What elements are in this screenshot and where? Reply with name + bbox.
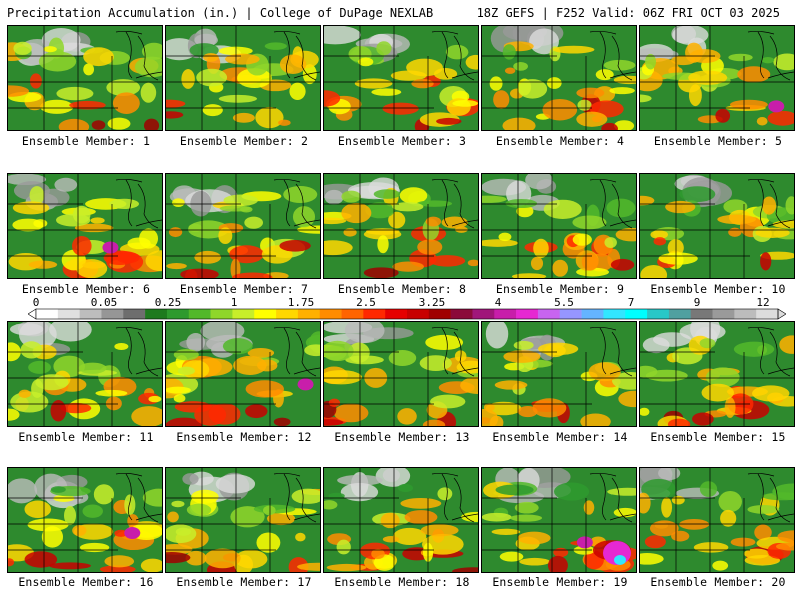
colorbar-swatch	[36, 309, 59, 319]
ensemble-member-map-14	[481, 321, 637, 427]
ensemble-member-map-15	[639, 321, 795, 427]
colorbar-swatch	[145, 309, 168, 319]
ensemble-member-map-7	[165, 173, 321, 279]
colorbar-swatch	[254, 309, 277, 319]
ensemble-member-map-10	[639, 173, 795, 279]
colorbar-min-arrow	[28, 308, 37, 320]
colorbar-max-arrow	[777, 308, 786, 320]
ensemble-member-label-18: Ensemble Member: 18	[334, 575, 470, 589]
colorbar-swatch	[494, 309, 517, 319]
colorbar-swatch	[276, 309, 299, 319]
ensemble-member-label-4: Ensemble Member: 4	[495, 134, 625, 148]
ensemble-member-label-5: Ensemble Member: 5	[653, 134, 783, 148]
colorbar-swatch	[297, 309, 321, 319]
colorbar-swatch	[712, 309, 735, 319]
ensemble-member-map-3	[323, 25, 479, 131]
colorbar-swatch	[428, 309, 451, 319]
ensemble-member-label-11: Ensemble Member: 11	[18, 430, 154, 444]
ensemble-member-label-17: Ensemble Member: 17	[176, 575, 312, 589]
colorbar-swatch	[581, 309, 604, 319]
colorbar-tick-label: 1.75	[287, 296, 315, 309]
colorbar-swatch	[319, 309, 342, 319]
ensemble-member-label-2: Ensemble Member: 2	[179, 134, 309, 148]
colorbar-tick-label: 7	[627, 296, 635, 309]
colorbar-tick-label: 4	[494, 296, 502, 309]
colorbar-swatch	[210, 309, 233, 319]
ensemble-member-label-12: Ensemble Member: 12	[176, 430, 312, 444]
ensemble-member-map-17	[165, 467, 321, 573]
colorbar-swatch	[123, 309, 146, 319]
ensemble-member-label-14: Ensemble Member: 14	[492, 430, 628, 444]
colorbar-swatch	[79, 309, 102, 319]
colorbar-swatch	[188, 309, 211, 319]
colorbar-tick-label: 2.5	[356, 296, 376, 309]
ensemble-member-map-5	[639, 25, 795, 131]
colorbar-swatch	[407, 309, 430, 319]
colorbar-tick-label: 3.25	[418, 296, 446, 309]
ensemble-member-map-12	[165, 321, 321, 427]
ensemble-member-map-1	[7, 25, 163, 131]
ensemble-member-map-20	[639, 467, 795, 573]
ensemble-member-label-20: Ensemble Member: 20	[650, 575, 786, 589]
ensemble-member-label-9: Ensemble Member: 9	[495, 282, 625, 296]
page-title: Precipitation Accumulation (in.) | Colle…	[7, 6, 434, 20]
colorbar-swatch	[341, 309, 364, 319]
colorbar-swatch	[385, 309, 408, 319]
colorbar-swatch	[450, 309, 473, 319]
ensemble-member-label-8: Ensemble Member: 8	[337, 282, 467, 296]
colorbar-swatch	[516, 309, 539, 319]
ensemble-member-map-9	[481, 173, 637, 279]
precip-colorbar	[28, 308, 786, 320]
ensemble-member-label-10: Ensemble Member: 10	[650, 282, 786, 296]
colorbar-swatch	[363, 309, 386, 319]
ensemble-member-label-7: Ensemble Member: 7	[179, 282, 309, 296]
ensemble-member-map-4	[481, 25, 637, 131]
ensemble-member-label-6: Ensemble Member: 6	[21, 282, 151, 296]
colorbar-swatch	[232, 309, 255, 319]
colorbar-swatch	[734, 309, 757, 319]
colorbar-tick-label: 1	[230, 296, 238, 309]
ensemble-member-label-1: Ensemble Member: 1	[21, 134, 151, 148]
colorbar-tick-label: 9	[693, 296, 701, 309]
ensemble-member-map-16	[7, 467, 163, 573]
ensemble-member-label-16: Ensemble Member: 16	[18, 575, 154, 589]
colorbar-tick-label: 0	[32, 296, 40, 309]
colorbar-swatch	[603, 309, 626, 319]
ensemble-member-map-11	[7, 321, 163, 427]
colorbar-swatch	[559, 309, 582, 319]
colorbar-swatch	[101, 309, 124, 319]
colorbar-tick-label: 5.5	[554, 296, 574, 309]
colorbar-tick-label: 12	[756, 296, 770, 309]
ensemble-member-label-15: Ensemble Member: 15	[650, 430, 786, 444]
colorbar-swatch	[537, 309, 561, 319]
ensemble-member-map-19	[481, 467, 637, 573]
ensemble-member-map-2	[165, 25, 321, 131]
colorbar-swatch	[647, 309, 670, 319]
ensemble-member-label-19: Ensemble Member: 19	[492, 575, 628, 589]
ensemble-member-label-3: Ensemble Member: 3	[337, 134, 467, 148]
model-run-info: 18Z GEFS | F252 Valid: 06Z FRI OCT 03 20…	[476, 6, 780, 20]
ensemble-member-map-6	[7, 173, 163, 279]
colorbar-swatch	[166, 309, 190, 319]
colorbar-swatch	[57, 309, 80, 319]
colorbar-swatch	[472, 309, 495, 319]
ensemble-member-label-13: Ensemble Member: 13	[334, 430, 470, 444]
colorbar-tick-label: 0.25	[154, 296, 182, 309]
ensemble-member-map-18	[323, 467, 479, 573]
colorbar-swatch	[668, 309, 692, 319]
ensemble-member-map-8	[323, 173, 479, 279]
colorbar-tick-label: 0.05	[90, 296, 118, 309]
colorbar-swatch	[625, 309, 648, 319]
ensemble-member-map-13	[323, 321, 479, 427]
colorbar-swatch	[756, 309, 779, 319]
colorbar-swatch	[690, 309, 713, 319]
